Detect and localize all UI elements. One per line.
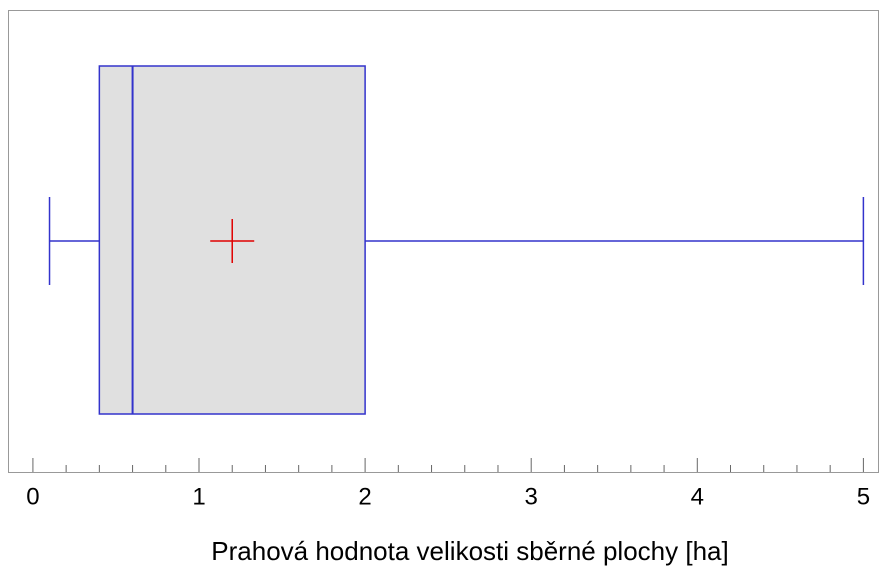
x-tick-label: 3 xyxy=(525,483,538,510)
x-tick-label: 2 xyxy=(358,483,371,510)
plot-frame xyxy=(8,10,879,473)
x-tick-label: 5 xyxy=(857,483,870,510)
x-tick-label: 0 xyxy=(26,483,39,510)
x-tick-label: 1 xyxy=(192,483,205,510)
x-tick-label: 4 xyxy=(691,483,704,510)
x-axis-label: Prahová hodnota velikosti sběrné plochy … xyxy=(211,536,728,566)
